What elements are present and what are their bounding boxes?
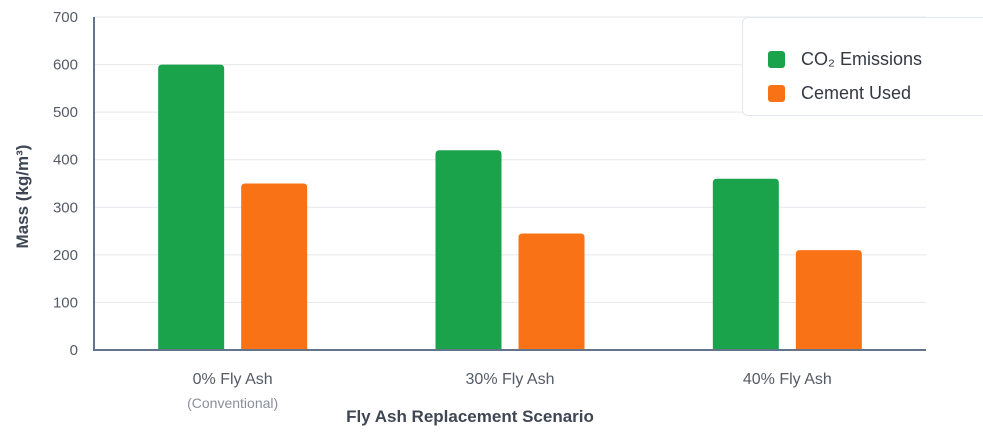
x-tick-label-0: 0% Fly Ash xyxy=(193,371,273,388)
x-tick-label-2: 40% Fly Ash xyxy=(743,371,832,388)
bar-co2-1 xyxy=(435,150,502,350)
y-tick-label-500: 500 xyxy=(53,104,78,121)
y-tick-label-0: 0 xyxy=(70,342,78,359)
bar-cement-1 xyxy=(518,233,585,350)
x-axis-title: Fly Ash Replacement Scenario xyxy=(346,407,594,426)
y-tick-label-200: 200 xyxy=(53,247,78,264)
bar-cement-2 xyxy=(795,250,862,350)
y-tick-label-300: 300 xyxy=(53,199,78,216)
x-tick-label-1: 30% Fly Ash xyxy=(466,371,555,388)
legend-item-co2: CO₂ Emissions xyxy=(768,47,922,71)
y-tick-label-600: 600 xyxy=(53,57,78,74)
legend-label-co2: CO₂ Emissions xyxy=(801,48,923,69)
legend-swatch-co2 xyxy=(768,50,785,68)
legend-item-cement: Cement Used xyxy=(768,81,911,105)
legend-swatch-cement xyxy=(768,84,785,102)
legend: CO₂ Emissions Cement Used xyxy=(742,17,983,116)
bar-co2-0 xyxy=(158,64,225,351)
y-tick-label-700: 700 xyxy=(53,9,78,26)
legend-label-cement: Cement Used xyxy=(801,82,912,103)
bar-co2-2 xyxy=(712,178,779,350)
y-tick-label-400: 400 xyxy=(53,152,78,169)
bar-cement-0 xyxy=(241,183,308,350)
x-tick-sublabel-0: (Conventional) xyxy=(187,395,278,411)
y-axis-title: Mass (kg/m³) xyxy=(13,145,32,249)
y-tick-label-100: 100 xyxy=(53,294,78,311)
